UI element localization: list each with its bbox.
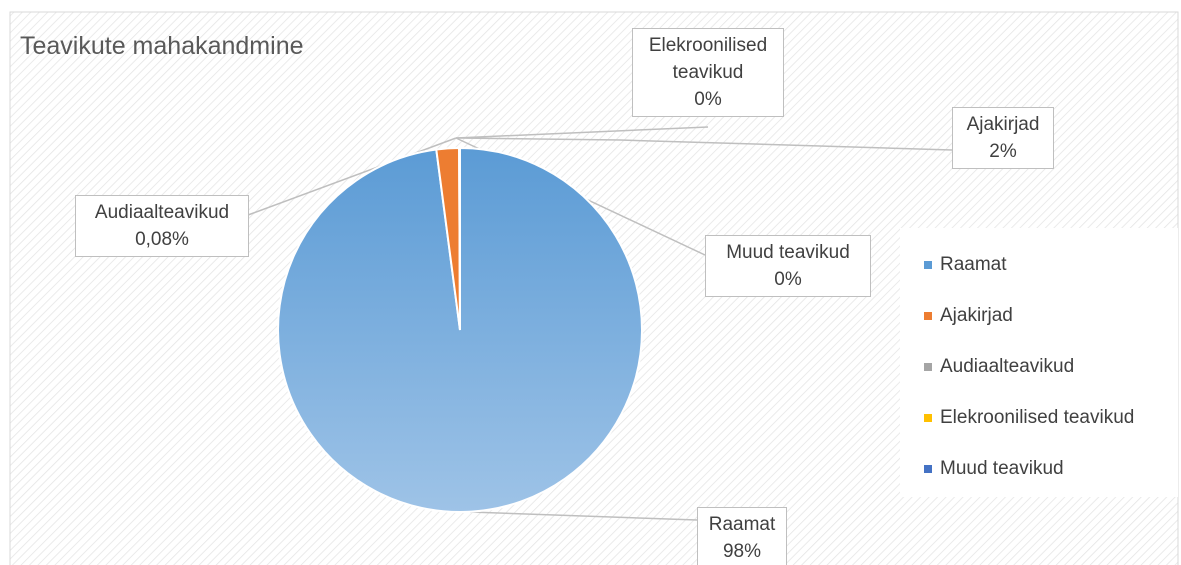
legend: Raamat Ajakirjad Audiaalteavikud Elekroonil… [900,228,1178,497]
legend-item: Audiaalteavikud [924,356,1074,378]
data-callout: Muud teavikud 0% [705,235,871,297]
callout-name: Audiaalteavikud [94,202,230,223]
data-callout: Audiaalteavikud 0,08% [75,195,249,257]
legend-label: Muud teavikud [940,458,1064,479]
legend-swatch [924,362,932,371]
callout-name: Raamat [708,514,776,535]
data-callout: Elekroonilised teavikud 0% [632,28,784,117]
data-label: 2% [989,141,1017,162]
legend-swatch [924,464,932,473]
legend-item: Ajakirjad [924,305,1013,327]
legend-label: Ajakirjad [940,305,1013,326]
legend-item: Raamat [924,254,1007,276]
data-label: 98% [722,541,762,562]
data-callout: Ajakirjad 2% [952,107,1054,169]
legend-swatch [924,413,932,422]
legend-swatch [924,260,932,269]
data-label: 0,08% [135,229,189,250]
chart-title: Teavikute mahakandmine [20,32,304,60]
legend-item: Muud teavikud [924,458,1064,480]
pie [277,146,643,513]
leader-lines [247,126,953,521]
data-label: 0% [694,89,722,110]
callout-name: Ajakirjad [966,114,1040,135]
legend-label: Audiaalteavikud [940,356,1075,377]
legend-label: Elekroonilised teavikud [940,407,1135,428]
data-callout: Raamat 98% [697,507,787,565]
callout-name: Muud teavikud [726,242,850,263]
callout-name: Elekroonilised teavikud [648,35,768,83]
legend-swatch [924,311,932,320]
legend-label: Raamat [940,254,1007,275]
data-label: 0% [774,269,802,290]
legend-item: Elekroonilised teavikud [924,407,1134,429]
